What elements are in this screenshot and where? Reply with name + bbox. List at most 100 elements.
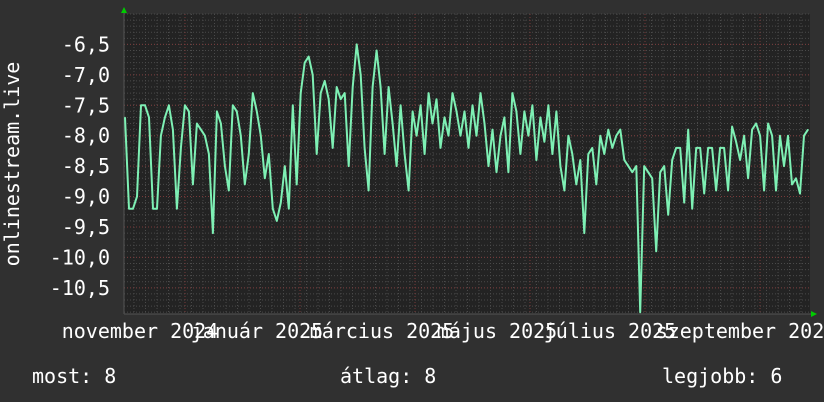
data-point [212,232,214,234]
y-axis-label: onlinestream.live [0,62,24,267]
data-point [623,159,625,161]
data-point [507,171,509,173]
y-axis: -6,5 -7,0 -7,5 -8,0 -8,5 -9,0 -9,5 -10,0 -10,5 [50,32,110,299]
data-point [340,98,342,100]
data-point [352,86,354,88]
data-point [256,110,258,112]
y-tick-label: -7,5 [62,93,110,117]
data-point [659,171,661,173]
data-point [260,135,262,137]
data-point [156,208,158,210]
data-point [487,165,490,167]
x-tick-label: január 2025 [191,319,323,343]
data-point [384,153,386,155]
data-point [467,147,470,149]
data-point [767,122,769,125]
series-line [124,43,809,314]
data-point [635,165,637,167]
data-point [679,147,681,149]
data-point [368,189,370,192]
data-point [320,92,322,94]
data-point [631,171,633,173]
data-point [583,232,585,234]
best-value: legjobb: 6 [662,364,783,388]
data-point [180,147,182,149]
data-point [332,147,334,149]
data-point [200,129,202,131]
data-point [731,126,733,128]
data-point [400,104,402,106]
data-point [511,92,513,94]
data-point [747,177,749,179]
data-point [763,189,765,192]
data-point [424,153,426,155]
data-point [751,129,753,131]
data-point [268,153,270,155]
data-point [292,104,294,106]
data-point [324,80,326,82]
data-point [348,165,350,167]
data-point [228,189,230,192]
data-point [491,129,494,131]
y-tick-label: -8,0 [62,124,110,148]
data-point [495,171,498,173]
data-point [264,177,266,179]
data-point [771,135,773,137]
data-point [527,135,530,137]
data-point [420,104,422,106]
y-tick-label: -8,5 [62,154,110,178]
data-point [164,116,166,118]
data-point [356,43,358,46]
data-point [152,208,154,210]
data-point [471,104,474,106]
data-point [591,147,593,149]
data-point [284,165,286,167]
data-point [779,135,781,137]
data-point [288,208,290,210]
data-point [727,189,729,192]
data-point [807,129,809,131]
data-point [655,250,657,252]
data-point [795,177,797,179]
data-point [312,74,314,76]
data-point [404,153,406,155]
data-point [607,129,609,131]
data-point [136,196,138,198]
data-point [443,116,446,118]
data-point [755,122,757,125]
data-point [519,153,522,155]
data-point [551,153,554,155]
data-point [280,202,282,204]
data-point [240,135,242,137]
data-point [791,183,793,185]
x-tick-label: november 2024 [62,319,219,343]
data-point [388,86,390,88]
data-point [144,104,146,106]
data-point [799,192,801,195]
data-point [515,110,518,112]
data-point [188,110,190,112]
data-point [160,135,162,137]
data-point [308,56,310,58]
data-point [611,147,613,149]
data-point [376,49,378,52]
data-point [667,214,669,216]
data-point [296,183,298,185]
data-point [124,116,126,118]
data-point [579,159,581,161]
data-point [663,165,665,167]
data-point [651,177,653,179]
x-tick-label: július 2025 [544,319,676,343]
data-point [236,110,238,112]
data-point [364,147,366,149]
data-point [643,165,645,167]
data-point [499,135,502,137]
data-point [775,189,777,192]
y-tick-label: -7,0 [62,63,110,87]
data-point [523,110,526,112]
x-tick-label: szeptember 2025 [656,319,824,343]
data-point [707,147,709,149]
data-point [571,153,573,155]
data-point [615,135,617,137]
data-point [559,165,562,167]
